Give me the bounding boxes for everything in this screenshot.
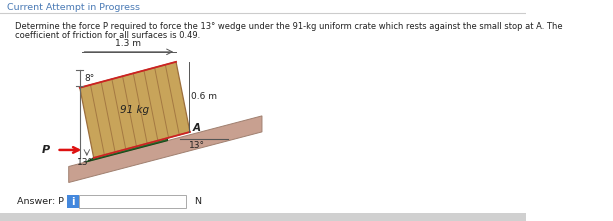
Text: Answer: P =: Answer: P = (17, 198, 75, 206)
Bar (67, 195, 79, 208)
Text: P: P (42, 145, 50, 155)
Text: 8°: 8° (84, 74, 94, 83)
Bar (79, 195, 186, 208)
Text: 91 kg: 91 kg (120, 105, 150, 115)
Bar (0, 213, 527, 221)
Text: i: i (71, 197, 75, 207)
Text: 13°: 13° (189, 141, 205, 150)
Text: Determine the force P required to force the 13° wedge under the 91-kg uniform cr: Determine the force P required to force … (15, 22, 563, 31)
Text: N: N (194, 198, 201, 206)
Polygon shape (86, 119, 167, 162)
Text: coefficient of friction for all surfaces is 0.49.: coefficient of friction for all surfaces… (15, 31, 200, 40)
Text: A: A (192, 123, 200, 133)
Text: 0.6 m: 0.6 m (191, 92, 218, 101)
Polygon shape (69, 116, 262, 183)
Text: Current Attempt in Progress: Current Attempt in Progress (7, 2, 140, 11)
Text: 1.3 m: 1.3 m (115, 39, 141, 48)
Text: 13°: 13° (77, 158, 93, 167)
Polygon shape (80, 62, 190, 158)
